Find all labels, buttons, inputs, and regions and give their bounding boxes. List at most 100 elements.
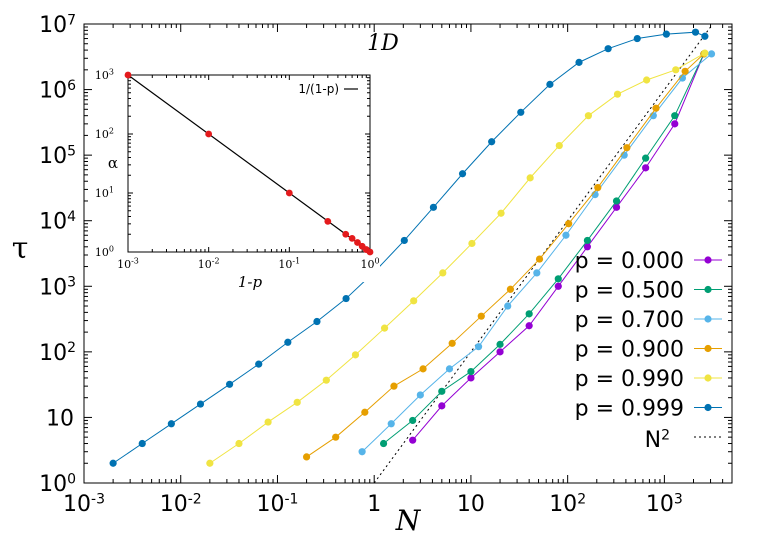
inset-data-point: [366, 248, 374, 256]
inset-y-tick-label-0-base: 10: [95, 246, 109, 259]
y-tick-label-5-exponent: 5: [67, 143, 76, 159]
legend-label-reference: N2: [645, 427, 670, 453]
series-3-point: [390, 382, 398, 390]
inset-data-point: [348, 235, 356, 242]
legend-label-4: p = 0.990: [575, 367, 684, 392]
series-0-point: [671, 120, 679, 128]
series-0-point: [467, 374, 475, 382]
legend-swatch-marker-1: [704, 285, 712, 294]
y-tick-label-4-base: 10: [39, 210, 67, 235]
series-4-point: [555, 141, 563, 150]
y-tick-label-5-base: 10: [39, 144, 67, 169]
series-1-point: [496, 340, 504, 348]
inset-x-tick-label-3-base: 10: [360, 258, 374, 271]
y-tick-label-3-base: 10: [39, 275, 67, 300]
inset-x-tick-label-2: 10-1: [278, 257, 300, 271]
inset-x-tick-label-0-exponent: -3: [131, 257, 139, 266]
x-tick-label-4: 10: [457, 492, 485, 517]
series-5-point: [196, 400, 205, 408]
series-2-point: [416, 391, 424, 399]
series-5-point: [662, 30, 670, 38]
legend-swatch-marker-3: [704, 344, 712, 353]
inset-y-tick-label-1-exponent: 1: [109, 186, 114, 195]
y-tick-label-7-base: 10: [39, 13, 67, 38]
y-tick-label-4-exponent: 4: [67, 209, 76, 225]
series-5-point: [225, 380, 234, 388]
series-3-point: [594, 183, 602, 192]
x-tick-label-6: 103: [646, 491, 683, 517]
inset-y-tick-label-2-exponent: 2: [109, 127, 114, 136]
x-axis-label: N: [395, 504, 422, 537]
legend-swatch-marker-2: [704, 315, 712, 323]
series-3-point: [419, 365, 427, 373]
series-5-point: [342, 294, 350, 303]
inset-x-tick-label-3-exponent: 0: [374, 257, 379, 266]
y-tick-label-5: 105: [39, 143, 76, 169]
series-2-point: [358, 448, 366, 456]
series-1-point: [438, 387, 446, 395]
x-tick-label-6-base: 10: [646, 492, 674, 517]
series-5-point: [284, 338, 292, 346]
series-5-point: [517, 108, 525, 116]
y-tick-label-2-exponent: 2: [67, 340, 76, 356]
series-1-point: [642, 154, 650, 162]
y-tick-label-2-base: 10: [39, 341, 67, 366]
series-3-point: [623, 144, 631, 152]
inset-x-axis-label: 1-p: [238, 273, 263, 291]
series-4-point: [439, 269, 447, 277]
series-3-point: [477, 312, 485, 320]
y-tick-label-3: 103: [39, 275, 76, 301]
series-0-point: [525, 322, 533, 330]
y-tick-label-2: 102: [39, 340, 76, 366]
series-4-point: [322, 376, 330, 384]
inset-x-tick-label-0-base: 10: [117, 258, 131, 271]
x-tick-label-1: 10-2: [160, 491, 202, 517]
series-5-point: [604, 45, 612, 53]
inset-y-tick-label-0-exponent: 0: [109, 245, 114, 254]
x-tick-label-5: 102: [549, 491, 586, 517]
x-tick-label-3-base: 1: [367, 492, 381, 517]
series-5-point: [429, 203, 438, 211]
series-0-point: [438, 402, 446, 410]
inset-y-tick-label-3-base: 10: [95, 69, 109, 82]
y-tick-label-7: 107: [39, 12, 76, 38]
series-4-point: [701, 49, 709, 57]
series-5-point: [546, 80, 554, 88]
series-4-point: [526, 174, 534, 182]
x-tick-label-1-exponent: -2: [188, 491, 202, 507]
inset-x-tick-label-3: 100: [360, 257, 379, 271]
inset-legend-label: 1/(1-p): [298, 82, 339, 96]
series-line-4: [209, 52, 706, 464]
series-3-point: [681, 67, 689, 75]
series-4-point: [351, 351, 360, 359]
inset-x-tick-label-1-base: 10: [198, 258, 212, 271]
series-1-point: [612, 197, 621, 205]
inset-background: [108, 61, 380, 282]
inset-y-tick-label-3: 103: [95, 68, 114, 82]
chart-title: 1D: [367, 31, 399, 56]
series-2-point: [474, 343, 483, 351]
legend-label-2: p = 0.700: [575, 308, 684, 333]
series-4-point: [264, 418, 272, 426]
series-3-point: [448, 339, 456, 347]
series-5-point: [488, 138, 496, 146]
x-tick-label-2-exponent: -1: [284, 491, 298, 507]
x-tick-label-2: 10-1: [256, 491, 298, 517]
inset-data-point: [205, 130, 213, 138]
reference-line-n-squared: [373, 24, 714, 483]
inset-x-tick-label-1-exponent: -2: [212, 257, 220, 266]
y-tick-label-7-exponent: 7: [67, 12, 76, 28]
x-tick-label-3: 1: [367, 492, 381, 517]
y-tick-label-1-base: 10: [46, 406, 74, 431]
series-line-1: [383, 53, 705, 444]
series-2-point: [533, 269, 541, 277]
series-4-point: [613, 90, 622, 98]
inset-y-tick-label-3-exponent: 3: [109, 68, 114, 77]
series-4-point: [410, 297, 418, 305]
y-tick-label-6: 106: [39, 78, 76, 104]
series-0-point: [496, 348, 504, 356]
series-4-point: [497, 209, 505, 217]
series-5-point: [109, 459, 117, 467]
